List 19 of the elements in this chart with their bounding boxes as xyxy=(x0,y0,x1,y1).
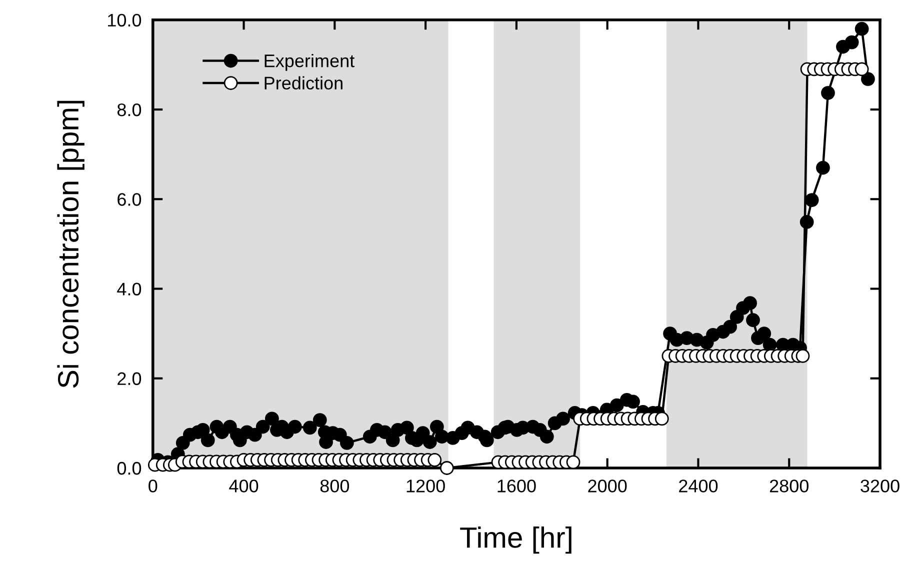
legend-label: Prediction xyxy=(264,76,342,90)
y-tick-label: 2.0 xyxy=(118,372,142,386)
y-tick-label: 4.0 xyxy=(117,282,142,296)
y-tick-label: 0.0 xyxy=(117,462,142,475)
legend-label: Experiment xyxy=(264,54,355,71)
x-tick-label: 1200 xyxy=(406,480,445,492)
x-tick-label: 400 xyxy=(229,480,258,492)
x-tick-label: 1600 xyxy=(498,480,536,492)
x-tick-label: 0 xyxy=(148,480,158,492)
y-tick-label: 8.0 xyxy=(117,103,142,116)
x-tick-label: 2800 xyxy=(770,480,809,492)
y-tick-label: 10.0 xyxy=(108,14,142,27)
x-tick-label: 2000 xyxy=(588,480,627,492)
y-tick-label: 6.0 xyxy=(118,193,142,206)
x-axis-title: Time [hr] xyxy=(460,526,572,554)
x-tick-label: 3200 xyxy=(860,480,900,492)
y-axis-title: Si concentration [ppm] xyxy=(57,100,84,388)
x-tick-label: 800 xyxy=(320,480,350,492)
x-tick-label: 2400 xyxy=(679,480,718,492)
